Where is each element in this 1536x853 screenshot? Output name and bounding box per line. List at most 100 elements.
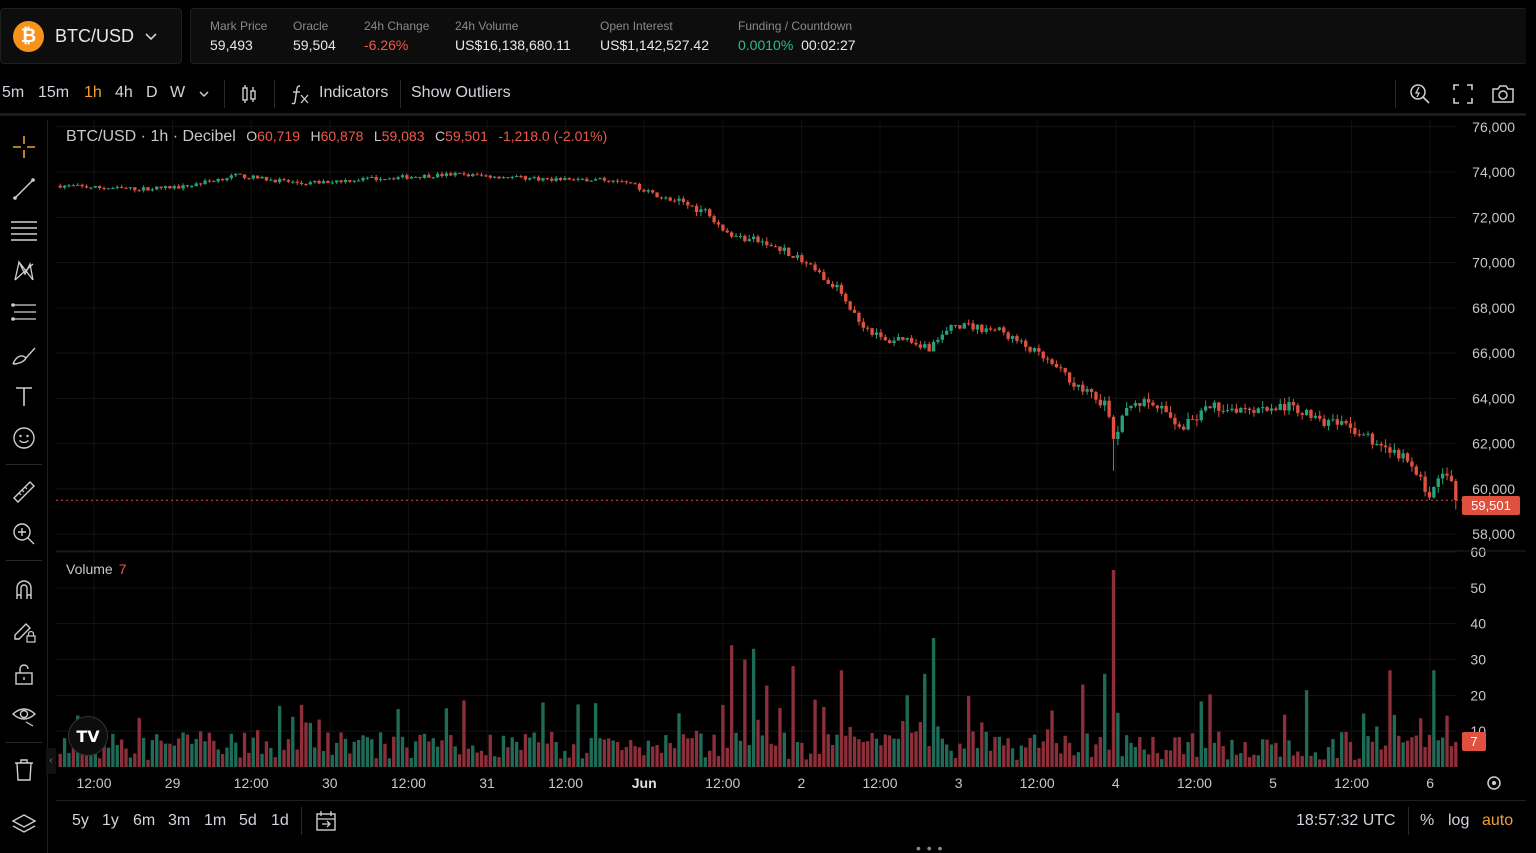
time-axis-label: 2 — [798, 775, 806, 791]
collapse-toolbar-button[interactable]: ‹ — [46, 748, 56, 774]
pattern-tool[interactable] — [10, 257, 38, 285]
lock-all-tool[interactable] — [10, 660, 38, 688]
interval-w[interactable]: W — [170, 84, 186, 101]
candle-body — [1322, 418, 1326, 426]
chart-area[interactable]: 58,000 60,000 62,000 64,000 66,000 68,000 70,0… — [56, 120, 1526, 800]
auto-scale-toggle[interactable]: auto — [1482, 812, 1514, 829]
volume-bar — [356, 740, 361, 767]
candle-body — [242, 174, 247, 179]
candle-body — [484, 175, 488, 177]
volume-bar — [743, 659, 747, 767]
candle-body — [1252, 410, 1256, 413]
screenshot-camera-icon[interactable] — [1491, 82, 1515, 106]
candle-body — [1116, 431, 1120, 439]
price-axis-label: 62,000 — [1472, 436, 1515, 452]
volume-bar — [664, 735, 668, 767]
candle-body — [1405, 453, 1410, 462]
candle-body — [1063, 367, 1067, 373]
range-1m[interactable]: 1m — [204, 812, 227, 829]
fullscreen-icon[interactable] — [1451, 82, 1475, 106]
candle-body — [396, 177, 400, 180]
volume-bar — [1098, 737, 1102, 767]
emoji-tool[interactable] — [10, 424, 38, 452]
clock-time[interactable]: 18:57:32 UTC — [1296, 812, 1396, 829]
magnet-tool[interactable] — [10, 576, 38, 604]
text-tool[interactable] — [10, 382, 38, 410]
measure-tool[interactable] — [10, 478, 38, 506]
hide-drawings-tool[interactable] — [10, 701, 38, 729]
candle-body — [444, 173, 449, 176]
volume-bar — [554, 741, 558, 767]
brush-tool[interactable] — [10, 341, 38, 369]
volume-bar — [593, 703, 598, 767]
tradingview-logo[interactable]: TV — [68, 716, 108, 756]
horizontal-lines-icon — [11, 221, 37, 241]
volume-bar — [383, 743, 387, 767]
interval-4h[interactable]: 4h — [115, 84, 133, 101]
interval-dropdown-icon[interactable] — [196, 86, 212, 102]
range-1d[interactable]: 1d — [271, 812, 289, 829]
pair-selector[interactable]: ₿ BTC/USD — [0, 8, 182, 64]
volume-bar — [1133, 747, 1138, 767]
indicators-fx-icon[interactable] — [288, 82, 312, 106]
lock-drawing-tool[interactable] — [10, 618, 38, 646]
candle-body — [1344, 421, 1348, 424]
object-tree-tool[interactable] — [10, 811, 38, 839]
candle-body — [479, 174, 484, 176]
interval-d[interactable]: D — [146, 84, 158, 101]
delete-drawings-tool[interactable] — [10, 756, 38, 784]
interval-15m[interactable]: 15m — [38, 84, 70, 101]
volume-bar — [1103, 673, 1107, 767]
range-5y[interactable]: 5y — [72, 812, 89, 829]
volume-bar — [418, 734, 422, 767]
candle-body — [1107, 400, 1111, 417]
interval-1h[interactable]: 1h — [84, 84, 102, 101]
show-outliers-button[interactable]: Show Outliers — [411, 84, 511, 101]
range-6m[interactable]: 6m — [133, 812, 156, 829]
volume-bar — [953, 757, 958, 767]
time-axis-label: 31 — [479, 775, 495, 791]
candle-body — [554, 178, 558, 181]
range-5d[interactable]: 5d — [239, 812, 257, 829]
volume-bar — [1138, 737, 1142, 767]
candle-body — [299, 182, 304, 184]
interval-5m[interactable]: 5m — [2, 84, 25, 101]
zoom-in-tool[interactable] — [10, 520, 38, 548]
candle-body — [791, 255, 795, 258]
smiley-icon — [13, 427, 35, 449]
candle-body — [576, 178, 580, 180]
go-to-date-icon[interactable] — [314, 809, 338, 833]
resize-handle[interactable]: • • • — [916, 840, 944, 853]
range-1y[interactable]: 1y — [102, 812, 119, 829]
candle-body — [277, 179, 282, 183]
candle-body — [795, 255, 800, 258]
trend-line-tool[interactable] — [10, 175, 38, 203]
volume-bar — [738, 740, 743, 767]
percent-scale-toggle[interactable]: % — [1420, 812, 1435, 829]
candle-type-icon[interactable] — [237, 82, 261, 106]
time-axis-label: 30 — [322, 775, 338, 791]
volume-bar — [997, 736, 1002, 767]
candle-body — [1357, 434, 1361, 436]
chevron-down-icon — [145, 33, 157, 41]
candle-body — [708, 209, 712, 217]
indicators-button[interactable]: Indicators — [319, 84, 389, 101]
log-scale-toggle[interactable]: log — [1448, 812, 1470, 829]
price-chart[interactable]: 58,000 60,000 62,000 64,000 66,000 68,000 70,0… — [56, 120, 1526, 800]
crosshair-tool[interactable] — [10, 133, 38, 161]
candle-body — [449, 173, 453, 176]
range-3m[interactable]: 3m — [168, 812, 191, 829]
fib-tool[interactable] — [10, 299, 38, 327]
candle-body — [1129, 405, 1133, 409]
candle-body — [664, 197, 668, 199]
chart-settings-icon[interactable] — [1487, 776, 1501, 790]
volume-bar — [598, 738, 602, 767]
candle-body — [690, 205, 694, 207]
candle-body — [1208, 406, 1212, 409]
candle-body — [672, 200, 677, 202]
quick-search-icon[interactable] — [1408, 82, 1432, 106]
horizontal-lines-tool[interactable] — [10, 216, 38, 244]
volume-bar — [242, 732, 247, 767]
volume-bar — [532, 732, 536, 767]
candle-body — [457, 172, 462, 174]
